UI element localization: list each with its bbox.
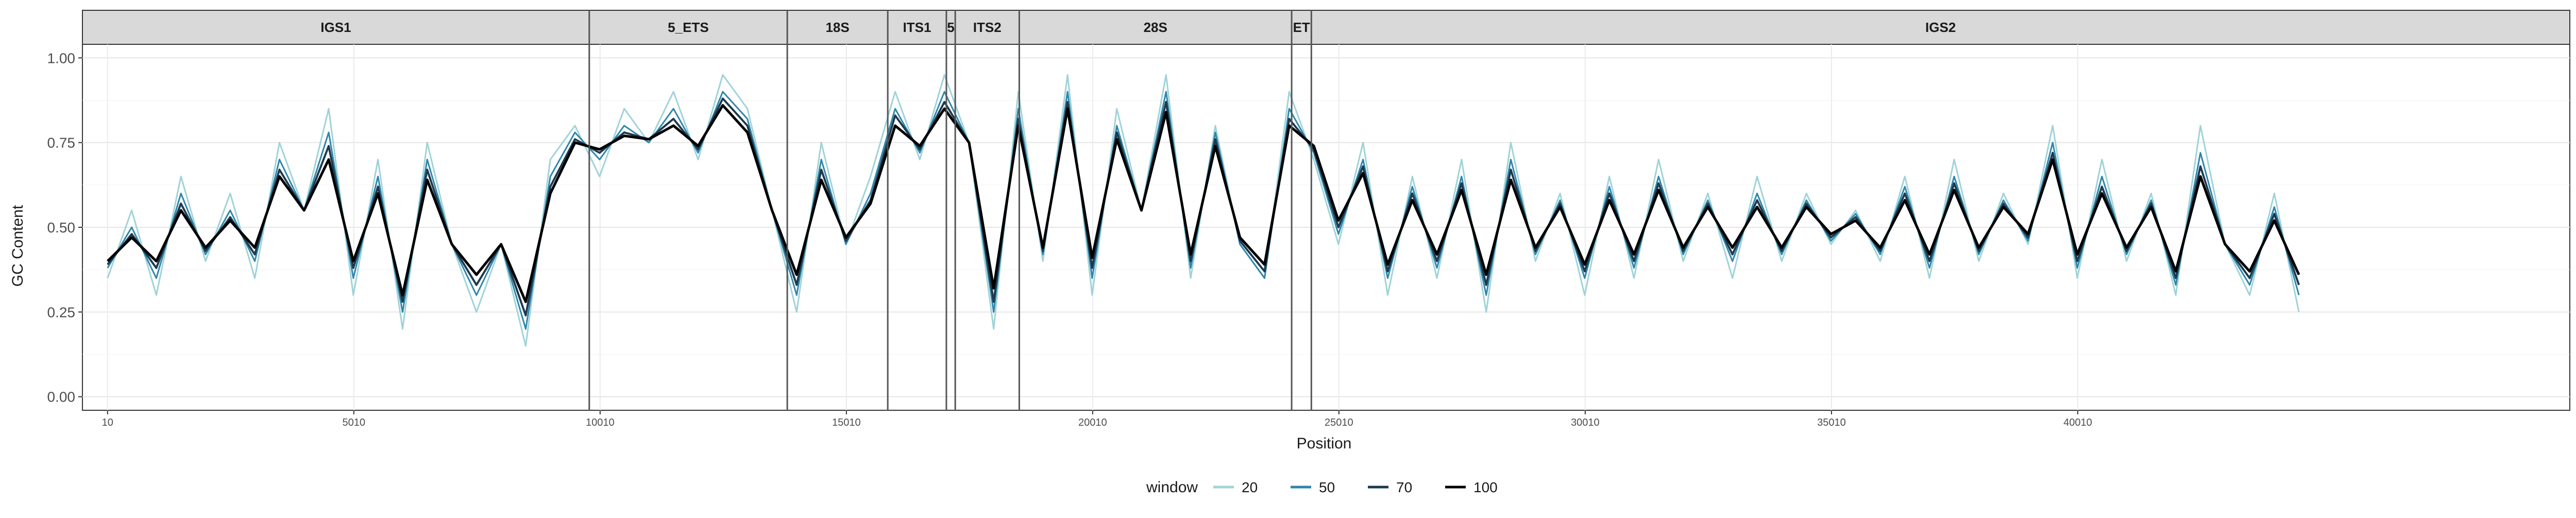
- region-strip: [787, 10, 889, 45]
- region-label: ITS1: [903, 20, 931, 35]
- x-axis-title: Position: [1297, 435, 1352, 452]
- region-strips: IGS1 5_ETS 18S ITS1 5 ITS2 28S ET IGS2: [82, 10, 2570, 45]
- x-tick-label: 35010: [1817, 417, 1846, 428]
- y-tick-label: 1.00: [47, 50, 76, 66]
- x-tick-label: 10010: [586, 417, 615, 428]
- y-axis-title: GC Content: [9, 205, 26, 287]
- x-tick-label: 25010: [1325, 417, 1353, 428]
- legend-label: 20: [1242, 479, 1258, 495]
- axes: 0.00 0.25 0.50 0.75 1.00 10 5010 10010 15010 2001…: [47, 50, 2092, 428]
- series-line: [107, 104, 2300, 304]
- x-tick-label: 15010: [832, 417, 861, 428]
- region-strip: [82, 10, 590, 45]
- y-tick-label: 0.50: [47, 220, 76, 236]
- y-tick-label: 0.25: [47, 304, 76, 320]
- x-tick-label: 30010: [1571, 417, 1600, 428]
- region-label: ET: [1293, 20, 1310, 35]
- region-label: IGS1: [320, 20, 351, 35]
- y-tick-label: 0.75: [47, 135, 76, 151]
- legend-label: 100: [1473, 479, 1498, 495]
- region-strip: [955, 10, 1020, 45]
- series-lines: [107, 74, 2300, 347]
- x-tick-label: 5010: [343, 417, 366, 428]
- legend-label: 50: [1319, 479, 1335, 495]
- legend-label: 70: [1396, 479, 1412, 495]
- x-tick-label: 40010: [2063, 417, 2092, 428]
- region-label: 28S: [1144, 20, 1167, 35]
- region-label: 5: [947, 20, 954, 35]
- region-label: 5_ETS: [668, 20, 709, 35]
- region-label: 18S: [825, 20, 849, 35]
- legend: window 20 50 70 100: [1146, 479, 1498, 496]
- y-tick-label: 0.00: [47, 389, 76, 405]
- region-label: IGS2: [1925, 20, 1956, 35]
- legend-title: window: [1146, 479, 1198, 496]
- region-label: ITS2: [973, 20, 1002, 35]
- x-tick-label: 20010: [1078, 417, 1107, 428]
- x-tick-label: 10: [102, 417, 113, 428]
- region-strip: [1311, 10, 2570, 45]
- region-dividers: [588, 10, 1312, 410]
- region-strip: [588, 10, 788, 45]
- region-strip: [1019, 10, 1293, 45]
